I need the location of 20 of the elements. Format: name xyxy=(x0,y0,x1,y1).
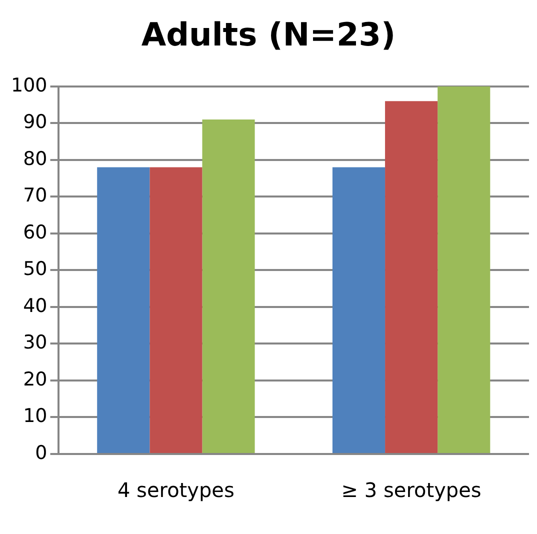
y-tick-label: 90 xyxy=(23,111,48,134)
y-tick-label: 20 xyxy=(23,368,48,390)
bar xyxy=(150,167,202,453)
bar xyxy=(332,167,386,453)
chart-title: Adults (N=23) xyxy=(141,16,396,54)
bar xyxy=(202,119,255,453)
y-tick-label: 30 xyxy=(23,332,48,354)
y-tick-label: 80 xyxy=(23,148,48,170)
bar xyxy=(385,101,438,453)
bar xyxy=(97,167,150,453)
x-tick-label: ≥ 3 serotypes xyxy=(341,478,482,502)
bar xyxy=(438,86,490,453)
y-tick-label: 0 xyxy=(35,442,48,464)
y-tick-label: 10 xyxy=(23,405,48,428)
y-tick-label: 100 xyxy=(11,74,48,96)
y-tick-label: 70 xyxy=(23,184,48,207)
x-tick-label: 4 serotypes xyxy=(117,478,234,502)
y-tick-label: 50 xyxy=(23,258,48,280)
y-tick-label: 60 xyxy=(23,221,48,244)
y-tick-label: 40 xyxy=(23,294,48,317)
